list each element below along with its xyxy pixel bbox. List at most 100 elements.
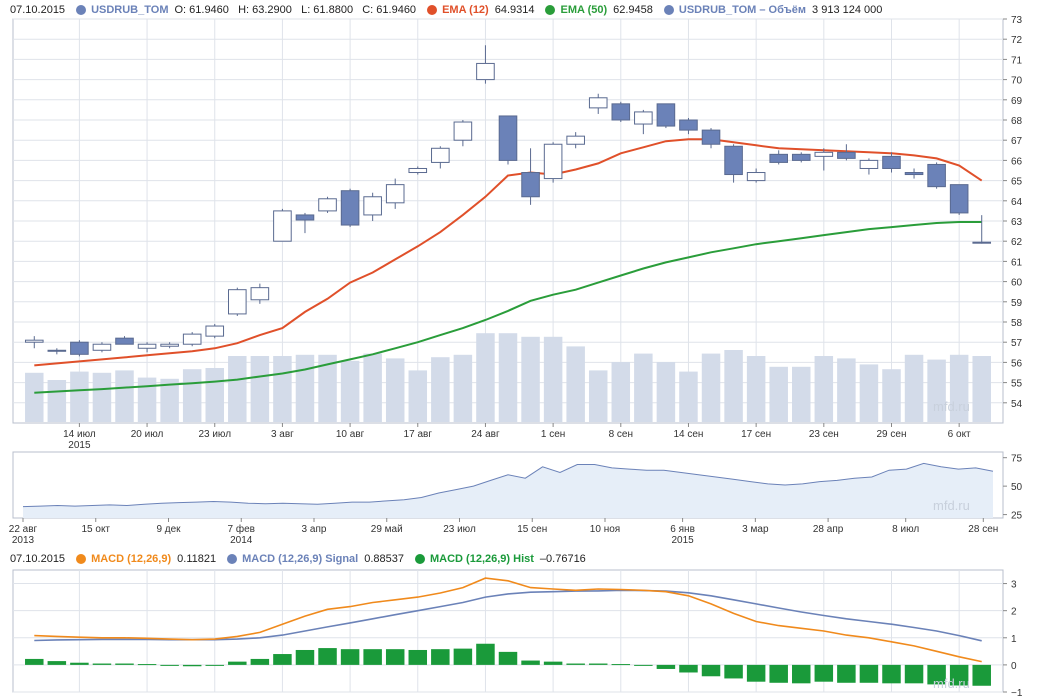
y-tick-label: 0 bbox=[1011, 661, 1017, 672]
legend-item-volume[interactable]: USDRUB_TOM – Объём 3 913 124 000 bbox=[663, 4, 885, 16]
candle-body bbox=[476, 62, 495, 81]
macd-hist-bar bbox=[70, 662, 89, 665]
legend-date: 07.10.2015 bbox=[10, 553, 66, 565]
legend-item-usdrub[interactable]: USDRUB_TOM O: 61.9460 H: 63.2900 L: 61.8… bbox=[76, 4, 419, 16]
legend-series-name: USDRUB_TOM – Объём bbox=[678, 4, 807, 16]
macd-chart-legend: 07.10.2015 MACD (12,26,9) 0.11821 MACD (… bbox=[10, 551, 597, 567]
volume-bar bbox=[746, 356, 766, 422]
legend-series-value: 3 913 124 000 bbox=[812, 4, 883, 16]
candle-body bbox=[182, 333, 202, 345]
macd-hist-bar bbox=[746, 664, 766, 682]
candle-body bbox=[160, 343, 179, 347]
volume-bar bbox=[70, 371, 89, 422]
macd-hist-bar bbox=[588, 663, 608, 665]
volume-bar bbox=[882, 369, 901, 422]
candle-body bbox=[228, 289, 247, 315]
candle-body bbox=[92, 343, 112, 351]
candle-body bbox=[340, 190, 360, 226]
macd-hist-bar bbox=[769, 664, 788, 683]
macd-hist-bar bbox=[137, 664, 157, 666]
legend-item-ema50[interactable]: EMA (50) 62.9458 bbox=[545, 4, 655, 16]
macd-chart-panel[interactable]: −1 0 1 2 3 mfd.ru bbox=[12, 569, 1023, 699]
y-tick-label: 75 bbox=[1011, 454, 1023, 465]
legend-series-name: MACD (12,26,9) Signal bbox=[242, 553, 359, 565]
macd-hist-bar bbox=[927, 664, 946, 685]
macd-hist-bar bbox=[431, 649, 450, 665]
volume-bar bbox=[47, 380, 67, 422]
legend-series-name: USDRUB_TOM bbox=[91, 4, 169, 16]
volume-bar bbox=[228, 356, 247, 422]
candle-body bbox=[408, 167, 428, 174]
price-chart-panel[interactable]: 54 55 56 57 58 59 60 61 62 63 64 65 66 67 68 69 70 71 72 73… bbox=[12, 15, 1023, 451]
volume-bar bbox=[295, 354, 315, 422]
x-tick-label: 29 май bbox=[371, 524, 403, 535]
candle-body bbox=[634, 111, 653, 125]
volume-bar bbox=[92, 372, 112, 422]
legend-item-macd-hist[interactable]: MACD (12,26,9) Hist –0.76716 bbox=[415, 553, 589, 565]
x-tick-label: 23 июл bbox=[443, 524, 476, 535]
y-tick-label: 62 bbox=[1011, 237, 1023, 248]
volume-bar bbox=[521, 336, 540, 422]
series-color-dot-icon bbox=[663, 5, 674, 15]
y-tick-label: 60 bbox=[1011, 278, 1023, 289]
macd-hist-bar bbox=[273, 654, 292, 665]
y-tick-label: 66 bbox=[1011, 156, 1023, 167]
candle-body bbox=[70, 341, 89, 355]
candle-body bbox=[701, 129, 721, 145]
y-tick-label: 61 bbox=[1011, 257, 1023, 268]
candle-body bbox=[543, 143, 563, 180]
candle-body bbox=[972, 241, 992, 244]
x-tick-label: 3 авг bbox=[271, 429, 294, 440]
volume-bar bbox=[543, 336, 563, 422]
y-tick-label: 56 bbox=[1011, 358, 1023, 369]
volume-bar bbox=[273, 356, 292, 422]
macd-hist-bar bbox=[318, 648, 337, 665]
macd-hist-bar bbox=[476, 643, 495, 665]
x-tick-label: 23 июл bbox=[198, 429, 231, 440]
series-color-dot-icon bbox=[427, 5, 438, 15]
x-tick-label: 20 июл bbox=[131, 429, 164, 440]
volume-bar bbox=[949, 354, 969, 422]
volume-bar bbox=[137, 377, 157, 422]
legend-item-macd[interactable]: MACD (12,26,9) 0.11821 bbox=[76, 553, 219, 565]
y-tick-label: 64 bbox=[1011, 197, 1023, 208]
volume-bar bbox=[611, 362, 631, 422]
x-tick-label: 8 сен bbox=[609, 429, 633, 440]
x-tick-label: 1 сен bbox=[541, 429, 565, 440]
x-tick-label: 17 авг bbox=[404, 429, 433, 440]
macd-hist-bar bbox=[656, 664, 676, 669]
macd-hist-bar bbox=[949, 664, 969, 686]
y-tick-label: 71 bbox=[1011, 55, 1023, 66]
volume-bar bbox=[182, 369, 202, 422]
volume-bar bbox=[115, 370, 134, 422]
candle-body bbox=[814, 151, 834, 157]
macd-hist-bar bbox=[837, 664, 856, 683]
macd-hist-bar bbox=[160, 664, 179, 666]
x-tick-label: 14 сен bbox=[673, 429, 703, 440]
macd-hist-bar bbox=[115, 663, 134, 665]
macd-hist-bar bbox=[521, 660, 540, 665]
legend-item-macd-signal[interactable]: MACD (12,26,9) Signal 0.88537 bbox=[227, 553, 407, 565]
x-tick-label: 24 авг bbox=[471, 429, 500, 440]
legend-series-name: EMA (12) bbox=[442, 4, 489, 16]
y-tick-label: 68 bbox=[1011, 116, 1023, 127]
legend-item-ema12[interactable]: EMA (12) 64.9314 bbox=[427, 4, 537, 16]
x-tick-label: 10 ноя bbox=[590, 524, 620, 535]
x-tick-label: 15 окт bbox=[81, 524, 110, 535]
volume-bar bbox=[634, 353, 653, 422]
candle-body bbox=[588, 97, 608, 109]
volume-bar bbox=[205, 368, 224, 422]
volume-bar bbox=[724, 350, 743, 422]
volume-bar bbox=[453, 354, 473, 422]
series-color-dot-icon bbox=[76, 554, 87, 564]
volume-bar bbox=[769, 366, 788, 422]
x-tick-label: 10 авг bbox=[336, 429, 365, 440]
macd-hist-bar bbox=[972, 664, 991, 686]
overview-line bbox=[22, 462, 994, 508]
candle-body bbox=[205, 325, 225, 337]
macd-hist-bar bbox=[453, 648, 473, 665]
candle-body bbox=[769, 153, 788, 163]
legend-series-name: EMA (50) bbox=[560, 4, 608, 16]
